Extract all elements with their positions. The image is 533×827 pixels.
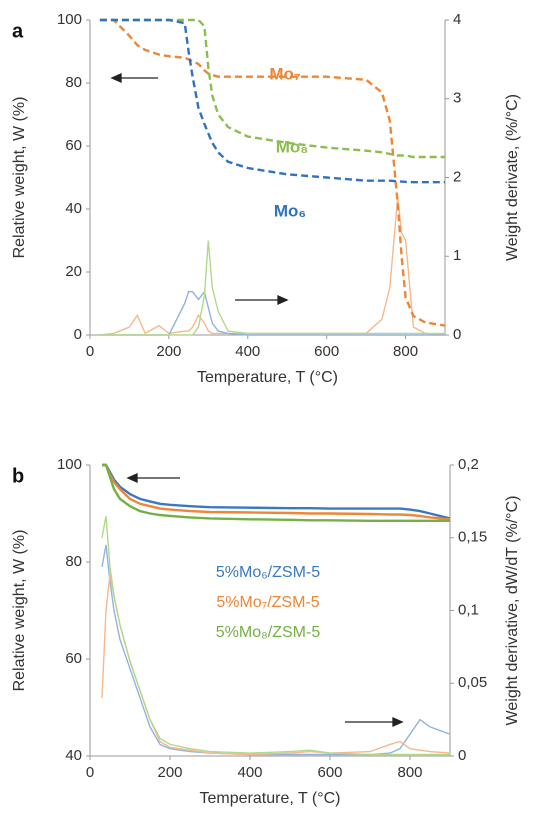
y2-tick-label: 2 — [453, 168, 461, 185]
y-tick-label: 100 — [57, 456, 82, 473]
panel-label: b — [12, 465, 24, 487]
series-label: Mo₆ — [274, 201, 306, 220]
x-axis-label: Temperature, T (°C) — [200, 790, 341, 807]
x-tick-label: 800 — [397, 764, 422, 781]
y2-tick-label: 0,15 — [458, 529, 487, 546]
x-tick-label: 400 — [237, 764, 262, 781]
y-axis-label: Relative weight, W (%) — [11, 97, 28, 259]
y-tick-label: 100 — [57, 11, 82, 28]
y-tick-label: 80 — [65, 74, 82, 91]
weight-line — [99, 18, 445, 184]
legend-entry: 5%Mo₆/ZSM-5 — [216, 564, 320, 581]
y-tick-label: 20 — [65, 263, 82, 280]
y2-tick-label: 0,1 — [458, 601, 479, 618]
y-tick-label: 40 — [65, 200, 82, 217]
arrow-head — [277, 294, 289, 306]
legend-entry: 5%Mo₈/ZSM-5 — [216, 624, 321, 641]
weight-line — [102, 463, 451, 520]
y2-tick-label: 0 — [453, 326, 461, 343]
y2-axis-label: Weight derivate, (%/°C) — [504, 94, 521, 261]
arrow-head — [110, 72, 122, 84]
legend-entry: 5%Mo₇/ZSM-5 — [216, 594, 319, 611]
y2-tick-label: 0,05 — [458, 674, 487, 691]
y2-tick-label: 3 — [453, 90, 461, 107]
arrows — [110, 72, 404, 728]
series-label: Mo₇ — [269, 64, 301, 83]
y2-tick-label: 1 — [453, 247, 461, 264]
y-tick-label: 40 — [65, 747, 82, 764]
arrow-head — [126, 472, 138, 484]
weight-line — [99, 18, 445, 159]
series-label: Mo₈ — [276, 137, 309, 156]
derivative-line — [101, 515, 450, 756]
y-tick-label: 80 — [65, 553, 82, 570]
weight-line — [102, 463, 451, 521]
panel-label: a — [12, 20, 24, 42]
x-tick-label: 800 — [393, 343, 418, 360]
x-tick-label: 600 — [317, 764, 342, 781]
derivative-line — [99, 240, 445, 336]
derivative-line — [99, 290, 445, 336]
y2-tick-label: 4 — [453, 11, 461, 28]
y-tick-label: 60 — [65, 137, 82, 154]
y-axis-label: Relative weight, W (%) — [11, 530, 28, 692]
x-tick-label: 400 — [235, 343, 260, 360]
x-tick-label: 200 — [156, 343, 181, 360]
x-tick-label: 0 — [86, 764, 94, 781]
x-tick-label: 200 — [157, 764, 182, 781]
derivative-line — [99, 197, 446, 336]
arrow-head — [392, 716, 404, 728]
y-tick-label: 60 — [65, 650, 82, 667]
x-tick-label: 0 — [86, 343, 94, 360]
y-tick-label: 0 — [74, 326, 82, 343]
weight-line — [102, 463, 450, 522]
x-tick-label: 600 — [314, 343, 339, 360]
y2-tick-label: 0 — [458, 747, 466, 764]
x-axis-label: Temperature, T (°C) — [197, 369, 338, 386]
y2-tick-label: 0,2 — [458, 456, 479, 473]
y2-axis-label: Weight derivative, dW/dT (%/°C) — [504, 496, 521, 726]
weight-line — [99, 18, 446, 327]
